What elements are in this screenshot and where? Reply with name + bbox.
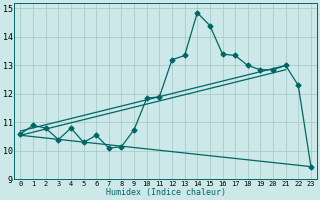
X-axis label: Humidex (Indice chaleur): Humidex (Indice chaleur) bbox=[106, 188, 226, 197]
